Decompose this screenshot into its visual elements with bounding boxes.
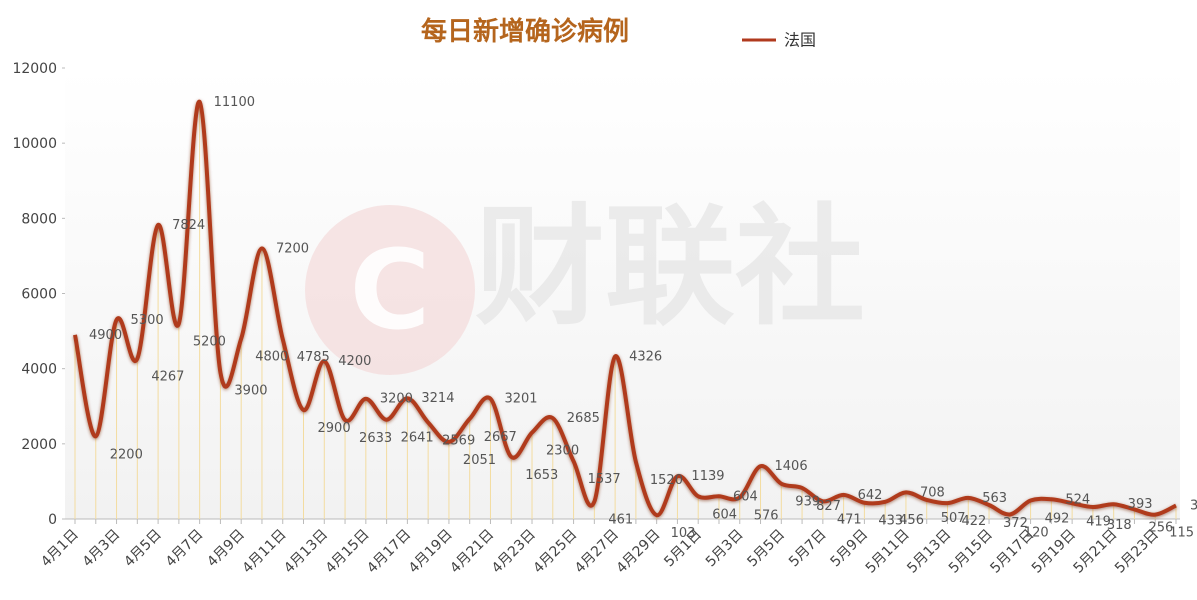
data-label: 708 bbox=[920, 485, 945, 500]
data-label: 3214 bbox=[421, 391, 454, 406]
series-line bbox=[73, 99, 1177, 518]
x-tick-label: 4月13日 bbox=[281, 527, 331, 577]
data-label: 318 bbox=[1107, 518, 1132, 533]
data-label: 5200 bbox=[193, 335, 226, 350]
chart-title: 每日新增确诊病例 bbox=[421, 16, 629, 47]
x-tick-label: 5月7日 bbox=[786, 527, 830, 571]
data-label: 2200 bbox=[110, 447, 143, 462]
data-label: 7824 bbox=[172, 218, 205, 233]
y-tick-label: 10000 bbox=[12, 136, 57, 152]
x-tick-label: 4月5日 bbox=[121, 527, 165, 571]
x-tick-label: 5月13日 bbox=[904, 527, 954, 577]
x-tick-label: 4月21日 bbox=[447, 527, 497, 577]
data-label: 393 bbox=[1128, 497, 1153, 512]
data-label: 2641 bbox=[401, 431, 434, 446]
x-tick-label: 5月5日 bbox=[744, 527, 788, 571]
data-label: 372 bbox=[1003, 516, 1028, 531]
x-tick-label: 4月25日 bbox=[530, 527, 580, 577]
data-label: 4267 bbox=[151, 370, 184, 385]
watermark-text: 财联社 bbox=[475, 191, 865, 343]
data-label: 461 bbox=[608, 513, 633, 528]
y-tick-label: 4000 bbox=[21, 362, 57, 378]
data-label: 2685 bbox=[567, 411, 600, 426]
data-label: 5300 bbox=[131, 313, 164, 328]
x-tick-label: 5月15日 bbox=[946, 527, 996, 577]
y-tick-label: 6000 bbox=[21, 287, 57, 303]
data-label: 2300 bbox=[546, 444, 579, 459]
data-label: 1537 bbox=[588, 472, 621, 487]
data-label: 4785 bbox=[297, 350, 330, 365]
data-label: 2900 bbox=[318, 421, 351, 436]
data-label: 642 bbox=[858, 488, 883, 503]
data-label: 471 bbox=[837, 512, 862, 527]
data-label: 3201 bbox=[504, 392, 537, 407]
data-label: 256 bbox=[1148, 520, 1173, 535]
data-label: 2569 bbox=[442, 433, 475, 448]
data-label: 524 bbox=[1065, 492, 1090, 507]
data-label: 576 bbox=[754, 508, 779, 523]
data-label: 827 bbox=[816, 499, 841, 514]
data-label: 2051 bbox=[463, 453, 496, 468]
svg-text:C: C bbox=[350, 226, 431, 354]
data-label: 2633 bbox=[359, 431, 392, 446]
data-label: 4900 bbox=[89, 328, 122, 343]
x-tick-label: 5月3日 bbox=[703, 527, 747, 571]
x-tick-label: 4月15日 bbox=[323, 527, 373, 577]
x-tick-label: 4月23日 bbox=[489, 527, 539, 577]
x-tick-label: 4月29日 bbox=[613, 527, 663, 577]
data-label: 103 bbox=[671, 526, 696, 541]
data-label: 1520 bbox=[650, 473, 683, 488]
watermark: C 财联社 bbox=[305, 191, 865, 375]
data-label: 2667 bbox=[484, 430, 517, 445]
x-tick-label: 4月27日 bbox=[572, 527, 622, 577]
x-tick-label: 5月11日 bbox=[863, 527, 913, 577]
data-label: 492 bbox=[1045, 512, 1070, 527]
data-label: 422 bbox=[961, 514, 986, 529]
data-label: 4326 bbox=[629, 349, 662, 364]
x-tick-label: 4月17日 bbox=[364, 527, 414, 577]
data-label: 1139 bbox=[691, 469, 724, 484]
data-label: 563 bbox=[982, 491, 1007, 506]
x-tick-label: 4月19日 bbox=[406, 527, 456, 577]
data-label: 939 bbox=[795, 495, 820, 510]
data-label: 120 bbox=[1024, 525, 1049, 540]
legend-label: 法国 bbox=[784, 31, 816, 50]
data-label: 507 bbox=[941, 511, 966, 526]
data-label: 115 bbox=[1169, 526, 1194, 541]
y-tick-label: 12000 bbox=[12, 61, 57, 77]
data-label: 419 bbox=[1086, 514, 1111, 529]
x-tick-label: 4月3日 bbox=[80, 527, 124, 571]
data-label: 433 bbox=[878, 514, 903, 529]
y-tick-label: 0 bbox=[48, 512, 57, 528]
data-label: 358 bbox=[1190, 499, 1197, 514]
y-tick-label: 8000 bbox=[21, 211, 57, 227]
data-label: 3200 bbox=[380, 392, 413, 407]
data-label: 604 bbox=[712, 507, 737, 522]
data-label: 11100 bbox=[214, 95, 255, 110]
x-tick-label: 4月1日 bbox=[38, 527, 82, 571]
x-tick-label: 4月11日 bbox=[240, 527, 290, 577]
data-label: 7200 bbox=[276, 241, 309, 256]
x-tick-label: 5月21日 bbox=[1070, 527, 1120, 577]
data-label: 1653 bbox=[525, 468, 558, 483]
data-label: 4800 bbox=[255, 350, 288, 365]
data-label: 4200 bbox=[338, 354, 371, 369]
data-label: 3900 bbox=[234, 383, 267, 398]
y-tick-label: 2000 bbox=[21, 437, 57, 453]
data-label: 456 bbox=[899, 513, 924, 528]
x-tick-label: 4月7日 bbox=[163, 527, 207, 571]
data-label: 1406 bbox=[775, 459, 808, 474]
data-label: 604 bbox=[733, 489, 758, 504]
